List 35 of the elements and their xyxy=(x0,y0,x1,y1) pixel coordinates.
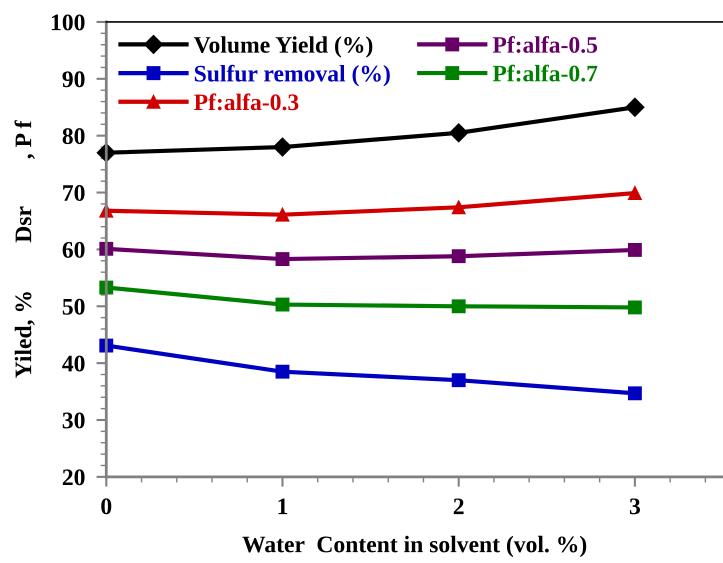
point xyxy=(452,299,466,314)
y-tick-label: 70 xyxy=(63,185,85,201)
point xyxy=(452,373,466,388)
x-tick-label: 2 xyxy=(454,498,464,514)
legend-label: Sulfur removal (%) xyxy=(194,64,390,86)
y-tick-label: 60 xyxy=(62,242,85,258)
y-tick-label: 80 xyxy=(62,128,85,144)
point xyxy=(628,386,642,400)
legend-label: Volume Yield (%) xyxy=(194,36,372,58)
y-tick-label: 20 xyxy=(62,469,85,486)
legend-label: Pf:alfa-0.7 xyxy=(492,64,598,82)
point xyxy=(276,364,290,379)
y-axis-title: Yiled, % Dsr , P f xyxy=(14,120,35,378)
point xyxy=(276,298,290,312)
point xyxy=(628,243,642,257)
point xyxy=(449,123,468,142)
point xyxy=(272,138,292,157)
point xyxy=(452,249,466,264)
point xyxy=(628,300,642,314)
point xyxy=(625,98,644,117)
x-tick-label: 1 xyxy=(278,498,288,514)
y-tick-label: 40 xyxy=(62,356,85,372)
x-tick-label: 0 xyxy=(101,498,112,514)
point xyxy=(628,186,642,200)
legend-label: Pf:alfa-0.3 xyxy=(194,93,298,110)
x-axis-title: Water Content in solvent (vol. %) xyxy=(242,536,586,558)
point xyxy=(276,252,290,266)
y-tick-label: 30 xyxy=(62,412,85,428)
y-tick-label: 50 xyxy=(62,298,85,315)
y-tick-label: 90 xyxy=(62,71,85,88)
y-tick-label: 100 xyxy=(52,14,85,30)
point xyxy=(276,208,290,222)
point xyxy=(452,200,466,214)
legend-label: Pf:alfa-0.5 xyxy=(492,36,598,53)
x-tick-label: 3 xyxy=(630,498,640,514)
